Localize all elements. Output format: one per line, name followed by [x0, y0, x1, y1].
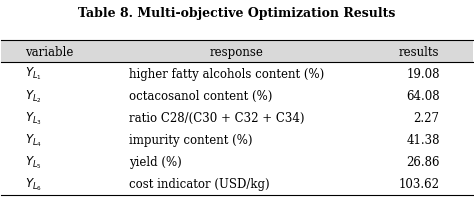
FancyBboxPatch shape	[1, 41, 473, 63]
Text: impurity content (%): impurity content (%)	[128, 133, 252, 146]
Text: 19.08: 19.08	[406, 67, 439, 80]
Text: variable: variable	[25, 45, 73, 58]
Text: $Y_{L_4}$: $Y_{L_4}$	[25, 131, 42, 148]
Text: 41.38: 41.38	[406, 133, 439, 146]
Text: cost indicator (USD/kg): cost indicator (USD/kg)	[128, 177, 269, 190]
Text: results: results	[399, 45, 439, 58]
Text: $Y_{L_1}$: $Y_{L_1}$	[25, 66, 42, 82]
Text: higher fatty alcohols content (%): higher fatty alcohols content (%)	[128, 67, 324, 80]
Text: $Y_{L_3}$: $Y_{L_3}$	[25, 110, 42, 126]
Text: $Y_{L_5}$: $Y_{L_5}$	[25, 153, 42, 170]
Text: 103.62: 103.62	[399, 177, 439, 190]
Text: octacosanol content (%): octacosanol content (%)	[128, 89, 272, 102]
Text: 2.27: 2.27	[414, 111, 439, 124]
Text: yield (%): yield (%)	[128, 155, 182, 168]
Text: 64.08: 64.08	[406, 89, 439, 102]
Text: ratio C28/(C30 + C32 + C34): ratio C28/(C30 + C32 + C34)	[128, 111, 304, 124]
Text: $Y_{L_2}$: $Y_{L_2}$	[25, 88, 42, 104]
Text: Table 8. Multi-objective Optimization Results: Table 8. Multi-objective Optimization Re…	[78, 7, 396, 20]
Text: $Y_{L_6}$: $Y_{L_6}$	[25, 175, 42, 192]
Text: 26.86: 26.86	[406, 155, 439, 168]
Text: response: response	[210, 45, 264, 58]
